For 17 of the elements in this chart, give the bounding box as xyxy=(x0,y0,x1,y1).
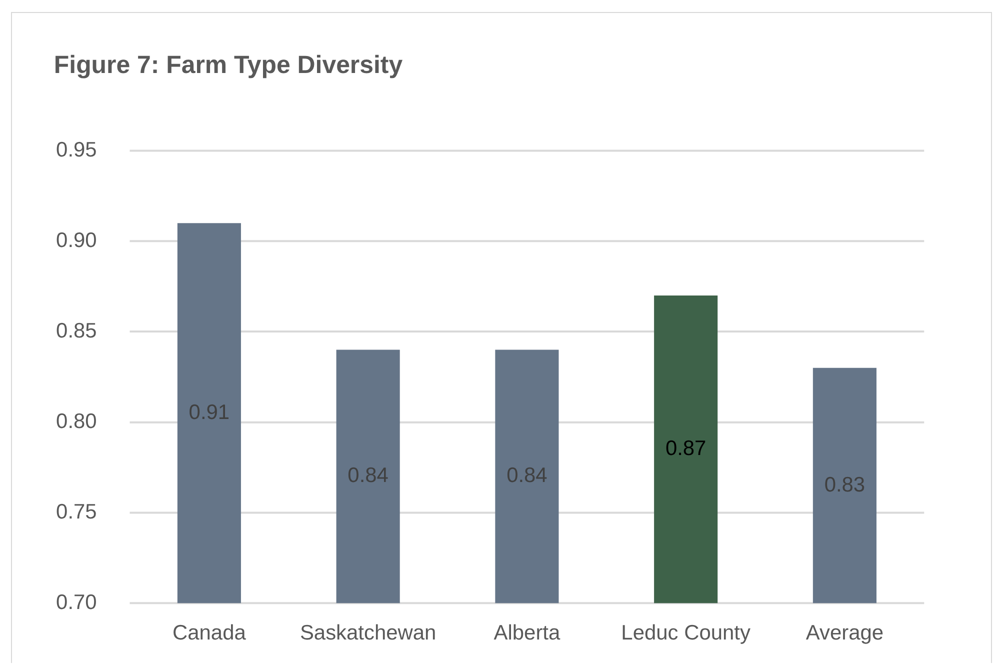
data-label: 0.91 xyxy=(188,400,230,424)
y-tick-label: 0.90 xyxy=(56,229,97,252)
x-tick-label: Leduc County xyxy=(621,621,751,644)
chart-title: Figure 7: Farm Type Diversity xyxy=(54,50,403,79)
y-tick-label: 0.70 xyxy=(56,590,97,614)
y-tick-label: 0.80 xyxy=(56,410,97,433)
x-tick-label: Saskatchewan xyxy=(300,621,436,644)
data-label: 0.87 xyxy=(665,437,706,460)
y-tick-label: 0.75 xyxy=(56,500,97,524)
data-label: 0.83 xyxy=(824,473,866,496)
y-tick-label: 0.85 xyxy=(56,319,97,342)
y-tick-label: 0.95 xyxy=(56,138,97,162)
data-label: 0.84 xyxy=(348,464,389,488)
x-tick-label: Average xyxy=(806,621,884,644)
x-tick-label: Alberta xyxy=(494,621,560,644)
data-label: 0.84 xyxy=(506,464,548,488)
x-tick-label: Canada xyxy=(172,621,246,644)
